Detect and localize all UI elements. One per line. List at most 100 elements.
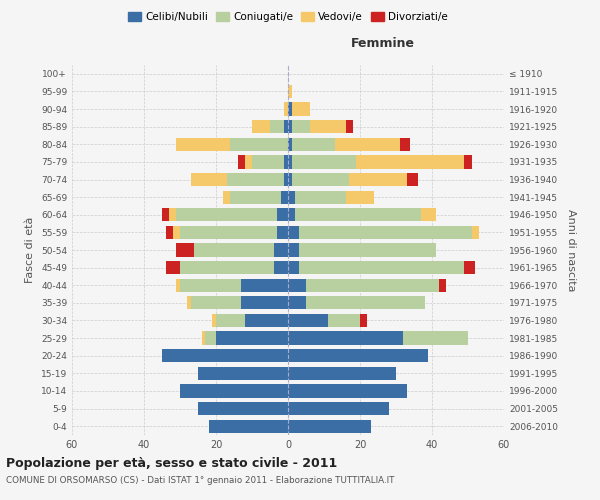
Bar	[288, 102, 292, 116]
Bar	[292, 120, 310, 134]
Bar	[230, 190, 281, 204]
Bar	[173, 226, 180, 239]
Bar	[356, 156, 464, 168]
Bar	[328, 314, 360, 327]
Bar	[205, 332, 216, 344]
Bar	[191, 296, 241, 310]
Text: Femmine: Femmine	[351, 37, 415, 50]
Bar	[245, 156, 252, 168]
Bar	[223, 190, 230, 204]
Bar	[288, 208, 295, 222]
Bar	[288, 173, 292, 186]
Bar	[180, 278, 241, 292]
Bar	[288, 296, 306, 310]
Bar	[306, 278, 439, 292]
Bar	[349, 173, 407, 186]
Bar	[202, 332, 205, 344]
Bar	[241, 278, 288, 292]
Bar	[230, 138, 288, 151]
Bar	[288, 120, 292, 134]
Bar	[288, 85, 292, 98]
Bar	[284, 156, 288, 168]
Bar	[464, 156, 472, 168]
Bar	[288, 261, 299, 274]
Bar	[191, 173, 227, 186]
Bar	[180, 261, 274, 274]
Bar	[180, 384, 288, 398]
Bar	[299, 261, 464, 274]
Bar	[162, 208, 169, 222]
Bar	[335, 138, 400, 151]
Bar	[407, 173, 418, 186]
Bar	[464, 261, 475, 274]
Bar	[277, 208, 288, 222]
Bar	[284, 173, 288, 186]
Text: Popolazione per età, sesso e stato civile - 2011: Popolazione per età, sesso e stato civil…	[6, 458, 337, 470]
Text: COMUNE DI ORSOMARSO (CS) - Dati ISTAT 1° gennaio 2011 - Elaborazione TUTTITALIA.: COMUNE DI ORSOMARSO (CS) - Dati ISTAT 1°…	[6, 476, 395, 485]
Bar	[180, 226, 277, 239]
Bar	[162, 349, 288, 362]
Bar	[288, 244, 299, 256]
Bar	[288, 156, 292, 168]
Bar	[288, 226, 299, 239]
Bar	[166, 226, 173, 239]
Bar	[176, 208, 277, 222]
Bar	[346, 190, 374, 204]
Bar	[284, 102, 288, 116]
Bar	[288, 190, 295, 204]
Bar	[274, 244, 288, 256]
Bar	[288, 138, 292, 151]
Bar	[310, 120, 346, 134]
Bar	[284, 120, 288, 134]
Bar	[292, 102, 310, 116]
Bar	[241, 296, 288, 310]
Bar	[295, 190, 346, 204]
Bar	[292, 156, 356, 168]
Y-axis label: Anni di nascita: Anni di nascita	[566, 209, 577, 291]
Bar	[292, 138, 335, 151]
Bar	[421, 208, 436, 222]
Bar	[277, 226, 288, 239]
Bar	[288, 349, 428, 362]
Bar	[252, 156, 284, 168]
Bar	[198, 402, 288, 415]
Bar	[216, 314, 245, 327]
Bar	[346, 120, 353, 134]
Bar	[306, 296, 425, 310]
Bar	[194, 244, 274, 256]
Bar	[227, 173, 284, 186]
Bar	[288, 420, 371, 433]
Bar	[403, 332, 468, 344]
Bar	[176, 244, 194, 256]
Bar	[288, 278, 306, 292]
Bar	[281, 190, 288, 204]
Bar	[252, 120, 270, 134]
Bar	[176, 278, 180, 292]
Bar	[274, 261, 288, 274]
Bar	[288, 332, 403, 344]
Bar	[439, 278, 446, 292]
Bar	[295, 208, 421, 222]
Legend: Celibi/Nubili, Coniugati/e, Vedovi/e, Divorziati/e: Celibi/Nubili, Coniugati/e, Vedovi/e, Di…	[124, 8, 452, 26]
Y-axis label: Fasce di età: Fasce di età	[25, 217, 35, 283]
Bar	[166, 261, 180, 274]
Bar	[472, 226, 479, 239]
Bar	[299, 244, 436, 256]
Bar	[176, 138, 230, 151]
Bar	[187, 296, 191, 310]
Bar	[245, 314, 288, 327]
Bar	[288, 314, 328, 327]
Bar	[216, 332, 288, 344]
Bar	[400, 138, 410, 151]
Bar	[288, 366, 396, 380]
Bar	[288, 384, 407, 398]
Bar	[292, 173, 349, 186]
Bar	[169, 208, 176, 222]
Bar	[270, 120, 284, 134]
Bar	[288, 402, 389, 415]
Bar	[198, 366, 288, 380]
Bar	[238, 156, 245, 168]
Bar	[209, 420, 288, 433]
Bar	[360, 314, 367, 327]
Bar	[212, 314, 216, 327]
